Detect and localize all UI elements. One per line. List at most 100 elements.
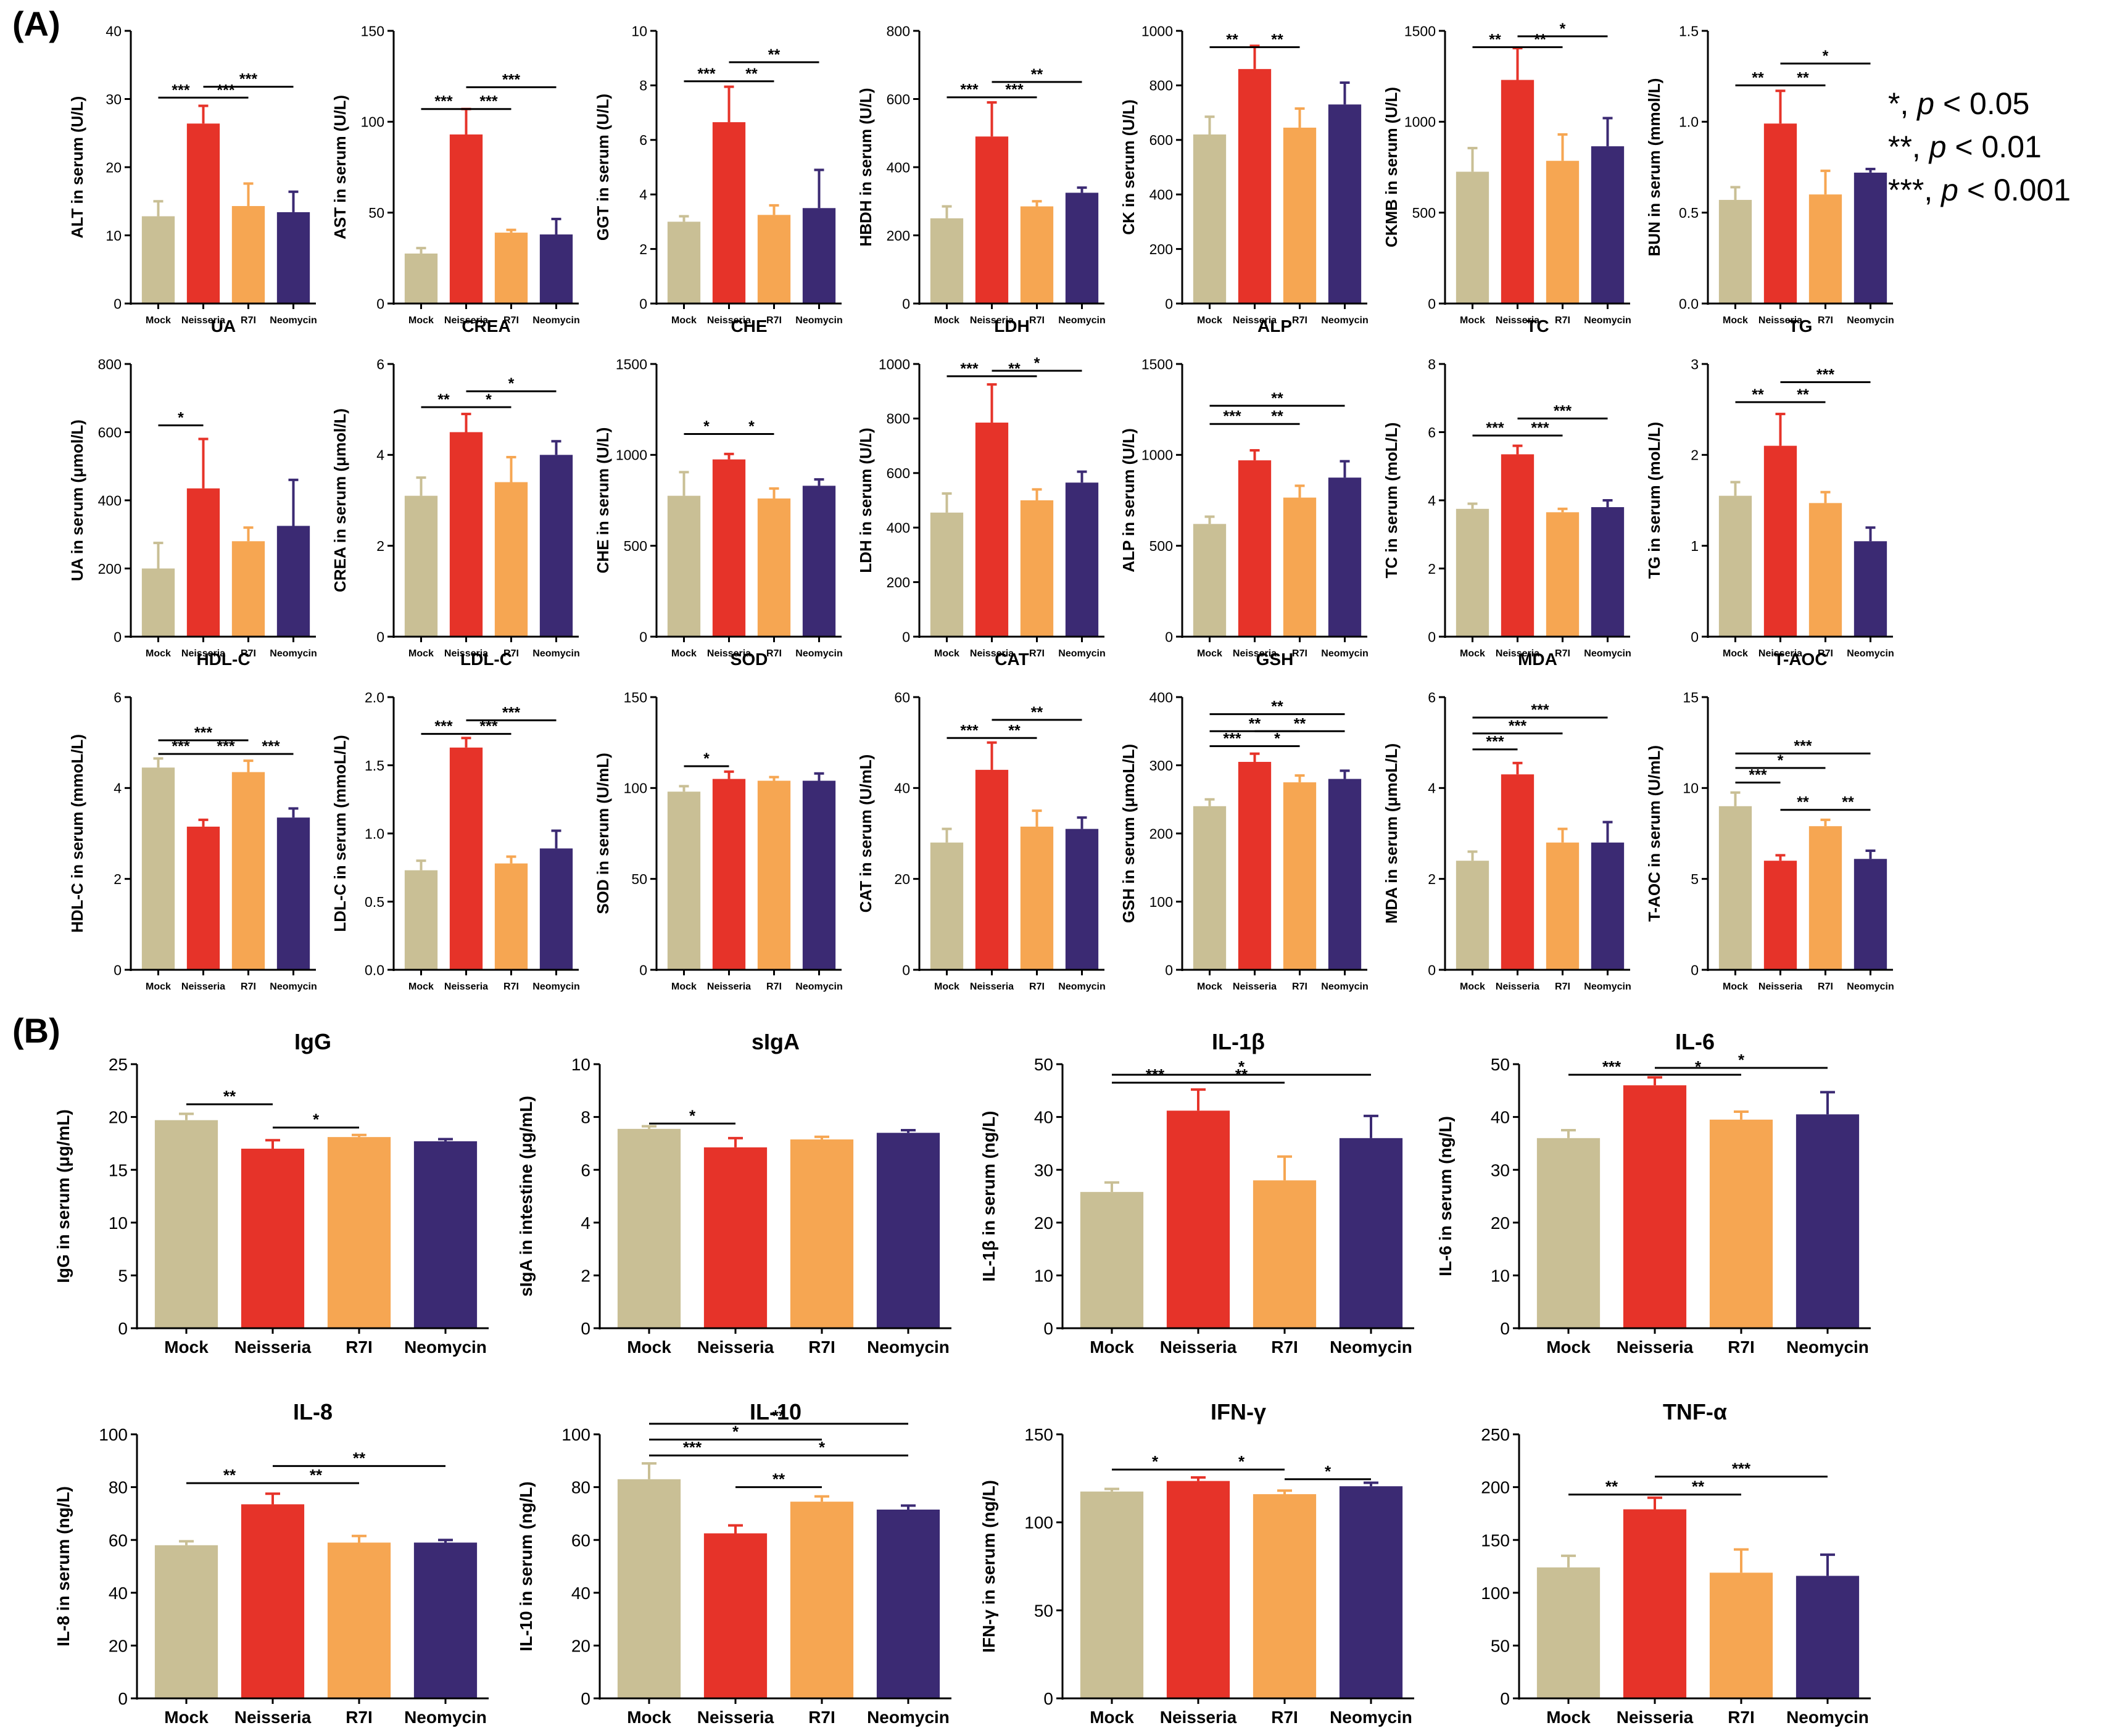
chart-title: CREA [462, 316, 510, 336]
y-tick-label: 0 [1428, 962, 1436, 978]
bar-neomycin [1795, 1114, 1860, 1328]
x-tick-label: Mock [671, 648, 697, 659]
y-tick-label: 4 [581, 1213, 590, 1233]
y-axis-label: BUN in serum (mmol/L) [1645, 78, 1663, 257]
y-tick-label: 150 [361, 23, 384, 39]
y-tick-label: 20 [571, 1636, 590, 1655]
x-tick-label: R7I [1728, 1337, 1755, 1357]
y-axis-label: IL-1β in serum (ng/L) [979, 1111, 998, 1282]
y-tick-label: 1000 [1404, 114, 1436, 130]
bar-mock [1193, 134, 1227, 304]
y-tick-label: 50 [631, 871, 647, 887]
y-tick-label: 0 [639, 962, 647, 978]
significance-label: *** [239, 71, 257, 88]
y-axis-label: LDL-C in serum (mmoL/L) [331, 735, 349, 932]
panel-label-b: (B) [12, 1011, 60, 1050]
y-tick-label: 500 [1149, 538, 1173, 554]
y-tick-label: 0 [639, 296, 647, 312]
significance-label: *** [1602, 1057, 1621, 1076]
bar-neomycin [876, 1509, 940, 1698]
chart-title: IL-8 [293, 1399, 333, 1424]
y-tick-label: 10 [571, 1055, 590, 1074]
y-tick-label: 200 [1149, 825, 1173, 841]
x-tick-label: Neisseria [234, 1708, 312, 1727]
y-axis-label: HBDH in serum (U/L) [856, 88, 875, 246]
y-tick-label: 0 [581, 1319, 590, 1338]
x-tick-label: Neomycin [795, 982, 842, 992]
significance-label: *** [1732, 1459, 1751, 1478]
y-tick-label: 4 [639, 186, 647, 202]
y-tick-label: 300 [1149, 758, 1173, 774]
bar-neomycin [1339, 1138, 1403, 1328]
significance-label: ** [437, 391, 450, 408]
x-tick-label: R7I [1818, 982, 1833, 992]
bar-r7i [327, 1137, 391, 1328]
chart-title: HDL-C [196, 650, 250, 669]
x-tick-label: Neomycin [1847, 648, 1894, 659]
bar-r7i [1283, 497, 1317, 637]
chart-ua: UA UA in serum (μmol/L) 0 200 400 600 800 Mock N… [68, 316, 317, 659]
x-tick-label: Mock [671, 982, 697, 992]
chart-ck: CK CK in serum (U/L) 0 200 400 600 800 1000 Mock… [1119, 0, 1369, 326]
chart-sod: SOD SOD in serum (U/mL) 0 50 100 150 Mock Neiss… [594, 650, 843, 992]
bar-mock [1456, 861, 1489, 970]
bar-neisseria [1238, 460, 1272, 637]
legend-p: p [1916, 86, 1934, 121]
x-tick-label: Mock [627, 1708, 671, 1727]
significance-label: *** [479, 93, 497, 110]
significance-label: ** [1534, 31, 1546, 49]
chart-il-8: IL-8 IL-8 in serum (ng/L) 0 20 40 60 80 100 Mock… [54, 1399, 489, 1727]
y-axis-label: AST in serum (U/L) [331, 95, 349, 239]
bar-r7i [1546, 512, 1580, 637]
legend-entry: *, p < 0.05 [1888, 86, 2029, 121]
x-tick-label: Neisseria [970, 982, 1014, 992]
x-tick-label: Neisseria [1496, 982, 1539, 992]
y-axis-label: UA in serum (μmol/L) [68, 420, 86, 581]
bar-r7i [1283, 127, 1317, 304]
x-tick-label: Mock [934, 982, 959, 992]
bar-mock [1718, 200, 1752, 304]
bar-neisseria [1166, 1481, 1230, 1698]
y-tick-label: 30 [106, 91, 122, 107]
y-tick-label: 0 [1691, 629, 1699, 645]
y-tick-label: 200 [887, 574, 910, 590]
significance-label: *** [434, 93, 452, 110]
y-tick-label: 20 [1034, 1213, 1053, 1233]
significance-label: ** [1797, 69, 1809, 86]
x-tick-label: Neisseria [1160, 1708, 1237, 1727]
bar-neomycin [413, 1542, 478, 1698]
bar-neisseria [712, 459, 746, 637]
x-tick-label: Neomycin [532, 315, 579, 326]
x-tick-label: Neisseria [1496, 648, 1539, 659]
bar-neisseria [1238, 68, 1272, 304]
chart-hdl-c: HDL-C HDL-C in serum (mmoL/L) 0 2 4 6 Mock Neis… [68, 650, 317, 992]
y-tick-label: 400 [1149, 689, 1173, 705]
y-tick-label: 4 [376, 447, 384, 463]
y-tick-label: 30 [1491, 1160, 1510, 1180]
x-tick-label: Mock [671, 315, 697, 326]
y-tick-label: 100 [1024, 1513, 1053, 1532]
panel-label-a: (A) [12, 4, 60, 43]
bar-mock [154, 1120, 218, 1328]
bar-neomycin [1795, 1576, 1860, 1698]
y-tick-label: 3 [1691, 356, 1699, 372]
y-tick-label: 150 [1024, 1425, 1053, 1444]
chart-title: GGT [731, 0, 768, 2]
chart-ldh: LDH LDH in serum (U/L) 0 200 400 600 800 1000 Mo… [856, 316, 1106, 659]
chart-ggt: GGT GGT in serum (U/L) 0 2 4 6 8 10 Mock Neisseri… [594, 0, 843, 326]
y-tick-label: 500 [624, 538, 647, 554]
significance-label: * [732, 1423, 739, 1441]
y-tick-label: 1.5 [1679, 23, 1699, 39]
significance-label: ** [1797, 386, 1809, 403]
y-tick-label: 0 [581, 1689, 590, 1708]
y-tick-label: 8 [639, 78, 647, 94]
y-tick-label: 2 [114, 871, 122, 887]
chart-t-aoc: T-AOC T-AOC in serum (U/mL) 0 5 10 15 Mock Neis… [1645, 650, 1894, 992]
y-tick-label: 0 [114, 962, 122, 978]
bar-neisseria [1763, 861, 1797, 970]
chart-title: T-AOC [1773, 650, 1827, 669]
significance-label: *** [172, 81, 189, 99]
x-tick-label: Neomycin [1584, 648, 1631, 659]
y-tick-label: 100 [1149, 894, 1173, 910]
y-tick-label: 1500 [1404, 23, 1436, 39]
